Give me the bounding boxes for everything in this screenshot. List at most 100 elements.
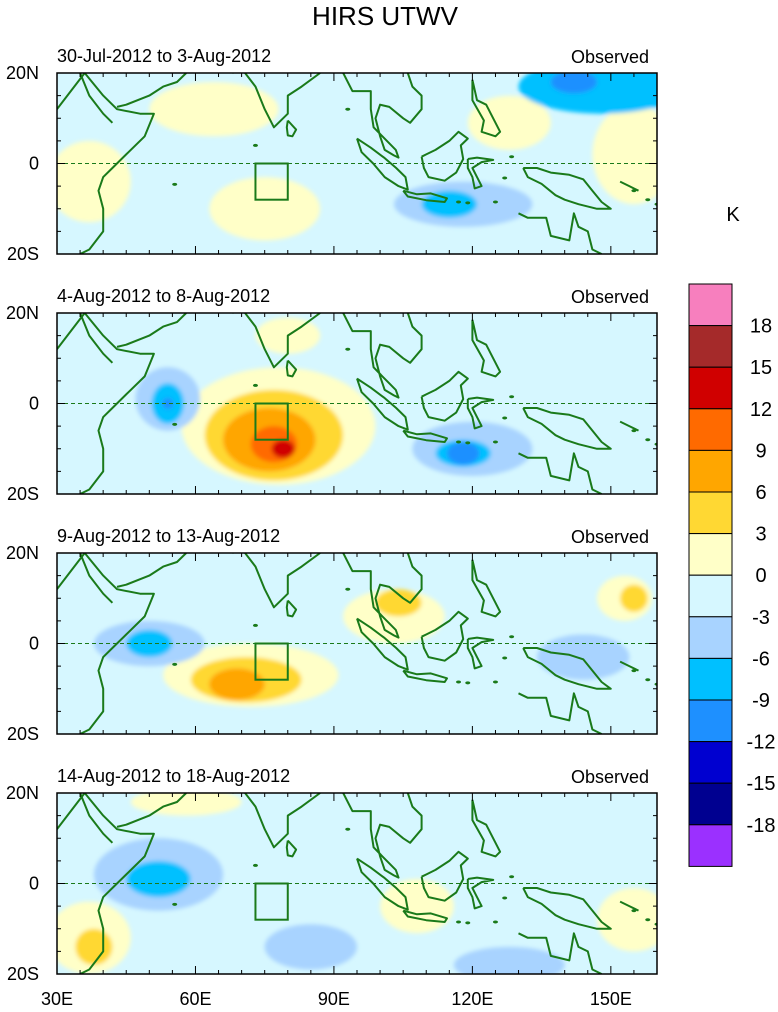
anomaly-blobs [57,793,657,974]
coastline [57,73,155,254]
panel-1-field [57,73,657,254]
anomaly-blobs [93,575,653,707]
panel-period: 4-Aug-2012 to 8-Aug-2012 [57,286,270,306]
anomaly-blob [162,398,174,409]
panel-label: Observed [571,527,649,547]
coastline [342,553,423,639]
coastline [472,530,479,544]
colorbar-swatch [688,741,733,784]
colorbar-swatch [688,283,733,327]
island [492,680,498,684]
colorbar-label: -9 [752,690,770,712]
island [172,662,178,666]
island [502,176,508,180]
coastline [471,799,502,858]
coastline [356,857,409,911]
colorbar-label: 3 [755,524,766,546]
island [492,440,498,444]
anomaly-blob [550,73,597,94]
island [456,200,462,204]
colorbar-label: -3 [752,607,770,629]
anomaly-blob [271,439,295,458]
island [465,681,471,685]
island [645,678,651,682]
colorbar-label: 18 [750,316,772,338]
coastline [420,370,469,422]
coastline [522,167,612,210]
island [465,921,471,925]
coastline [232,73,321,129]
island [645,198,651,202]
colorbar-label: 15 [750,357,772,379]
y-tick-label: 20N [6,63,39,83]
coastline [471,79,502,138]
coastline [116,313,187,348]
x-tick-label: 60E [179,989,211,1009]
coastline [285,119,298,138]
island [492,920,498,924]
target-box [254,642,289,681]
colorbar-swatch [688,533,733,576]
y-tick-label: 0 [29,874,39,894]
anomaly-blob [447,442,480,465]
coastline [420,610,469,662]
colorbar-swatch [688,366,733,410]
panel-label: Observed [571,47,649,67]
island [509,875,515,879]
panel-1: 20N 0 20S 30-Jul-2012 to 3-Aug-2012 Observed [6,46,658,264]
coastline [466,636,495,670]
island [645,918,651,922]
coastline [466,156,495,190]
colorbar-label: 9 [755,440,766,462]
x-tick-label: 120E [451,989,493,1009]
coastline [57,553,155,734]
panel-2: 20N 0 20S 4-Aug-2012 to 8-Aug-2012 Observed [6,286,658,504]
coastline [619,420,639,432]
panel-label: Observed [571,287,649,307]
coastline [285,599,298,618]
coastline [285,839,298,858]
coastline [471,559,502,618]
panel-label: Observed [571,767,649,787]
island [631,189,637,193]
colorbar-swatch [688,824,733,867]
anomaly-blob [209,177,321,241]
x-axis-labels: 30E 60E 90E 120E 150E [41,989,632,1009]
colorbar: 18 15 12 9 6 3 0 -3 -6 -9 -12 -15 -18 [688,283,776,867]
coastline [232,553,321,609]
anomaly-blob [57,140,131,223]
colorbar-label: 6 [755,482,766,504]
anomaly-blobs [135,317,533,485]
island [345,587,351,591]
coastline [420,850,469,902]
coastline [402,909,448,923]
target-box [254,402,289,441]
panel-3: 20N 0 20S 9-Aug-2012 to 13-Aug-2012 Observed [6,526,658,744]
coastline [356,377,409,431]
coastline [402,429,448,443]
island [456,920,462,924]
x-tick-label: 30E [41,989,73,1009]
island [465,201,471,205]
coastline [57,793,155,974]
y-tick-label: 0 [29,154,39,174]
colorbar-label: -18 [747,815,776,837]
colorbar-swatch [688,491,733,535]
anomaly-blob [537,634,630,680]
island [509,635,515,639]
y-tick-label: 20S [7,964,39,984]
coastline [471,319,502,378]
coastline [402,189,448,203]
colorbar-swatch [688,616,733,659]
coastlines [57,313,657,494]
island [509,395,515,399]
y-tick-label: 20N [6,303,39,323]
island [252,383,258,387]
coastline [116,73,187,108]
colorbar-label: -6 [752,648,770,670]
coastline [402,669,448,683]
y-tick-label: 20S [7,244,39,264]
coastline [466,396,495,430]
colorbar-swatch [688,699,733,743]
